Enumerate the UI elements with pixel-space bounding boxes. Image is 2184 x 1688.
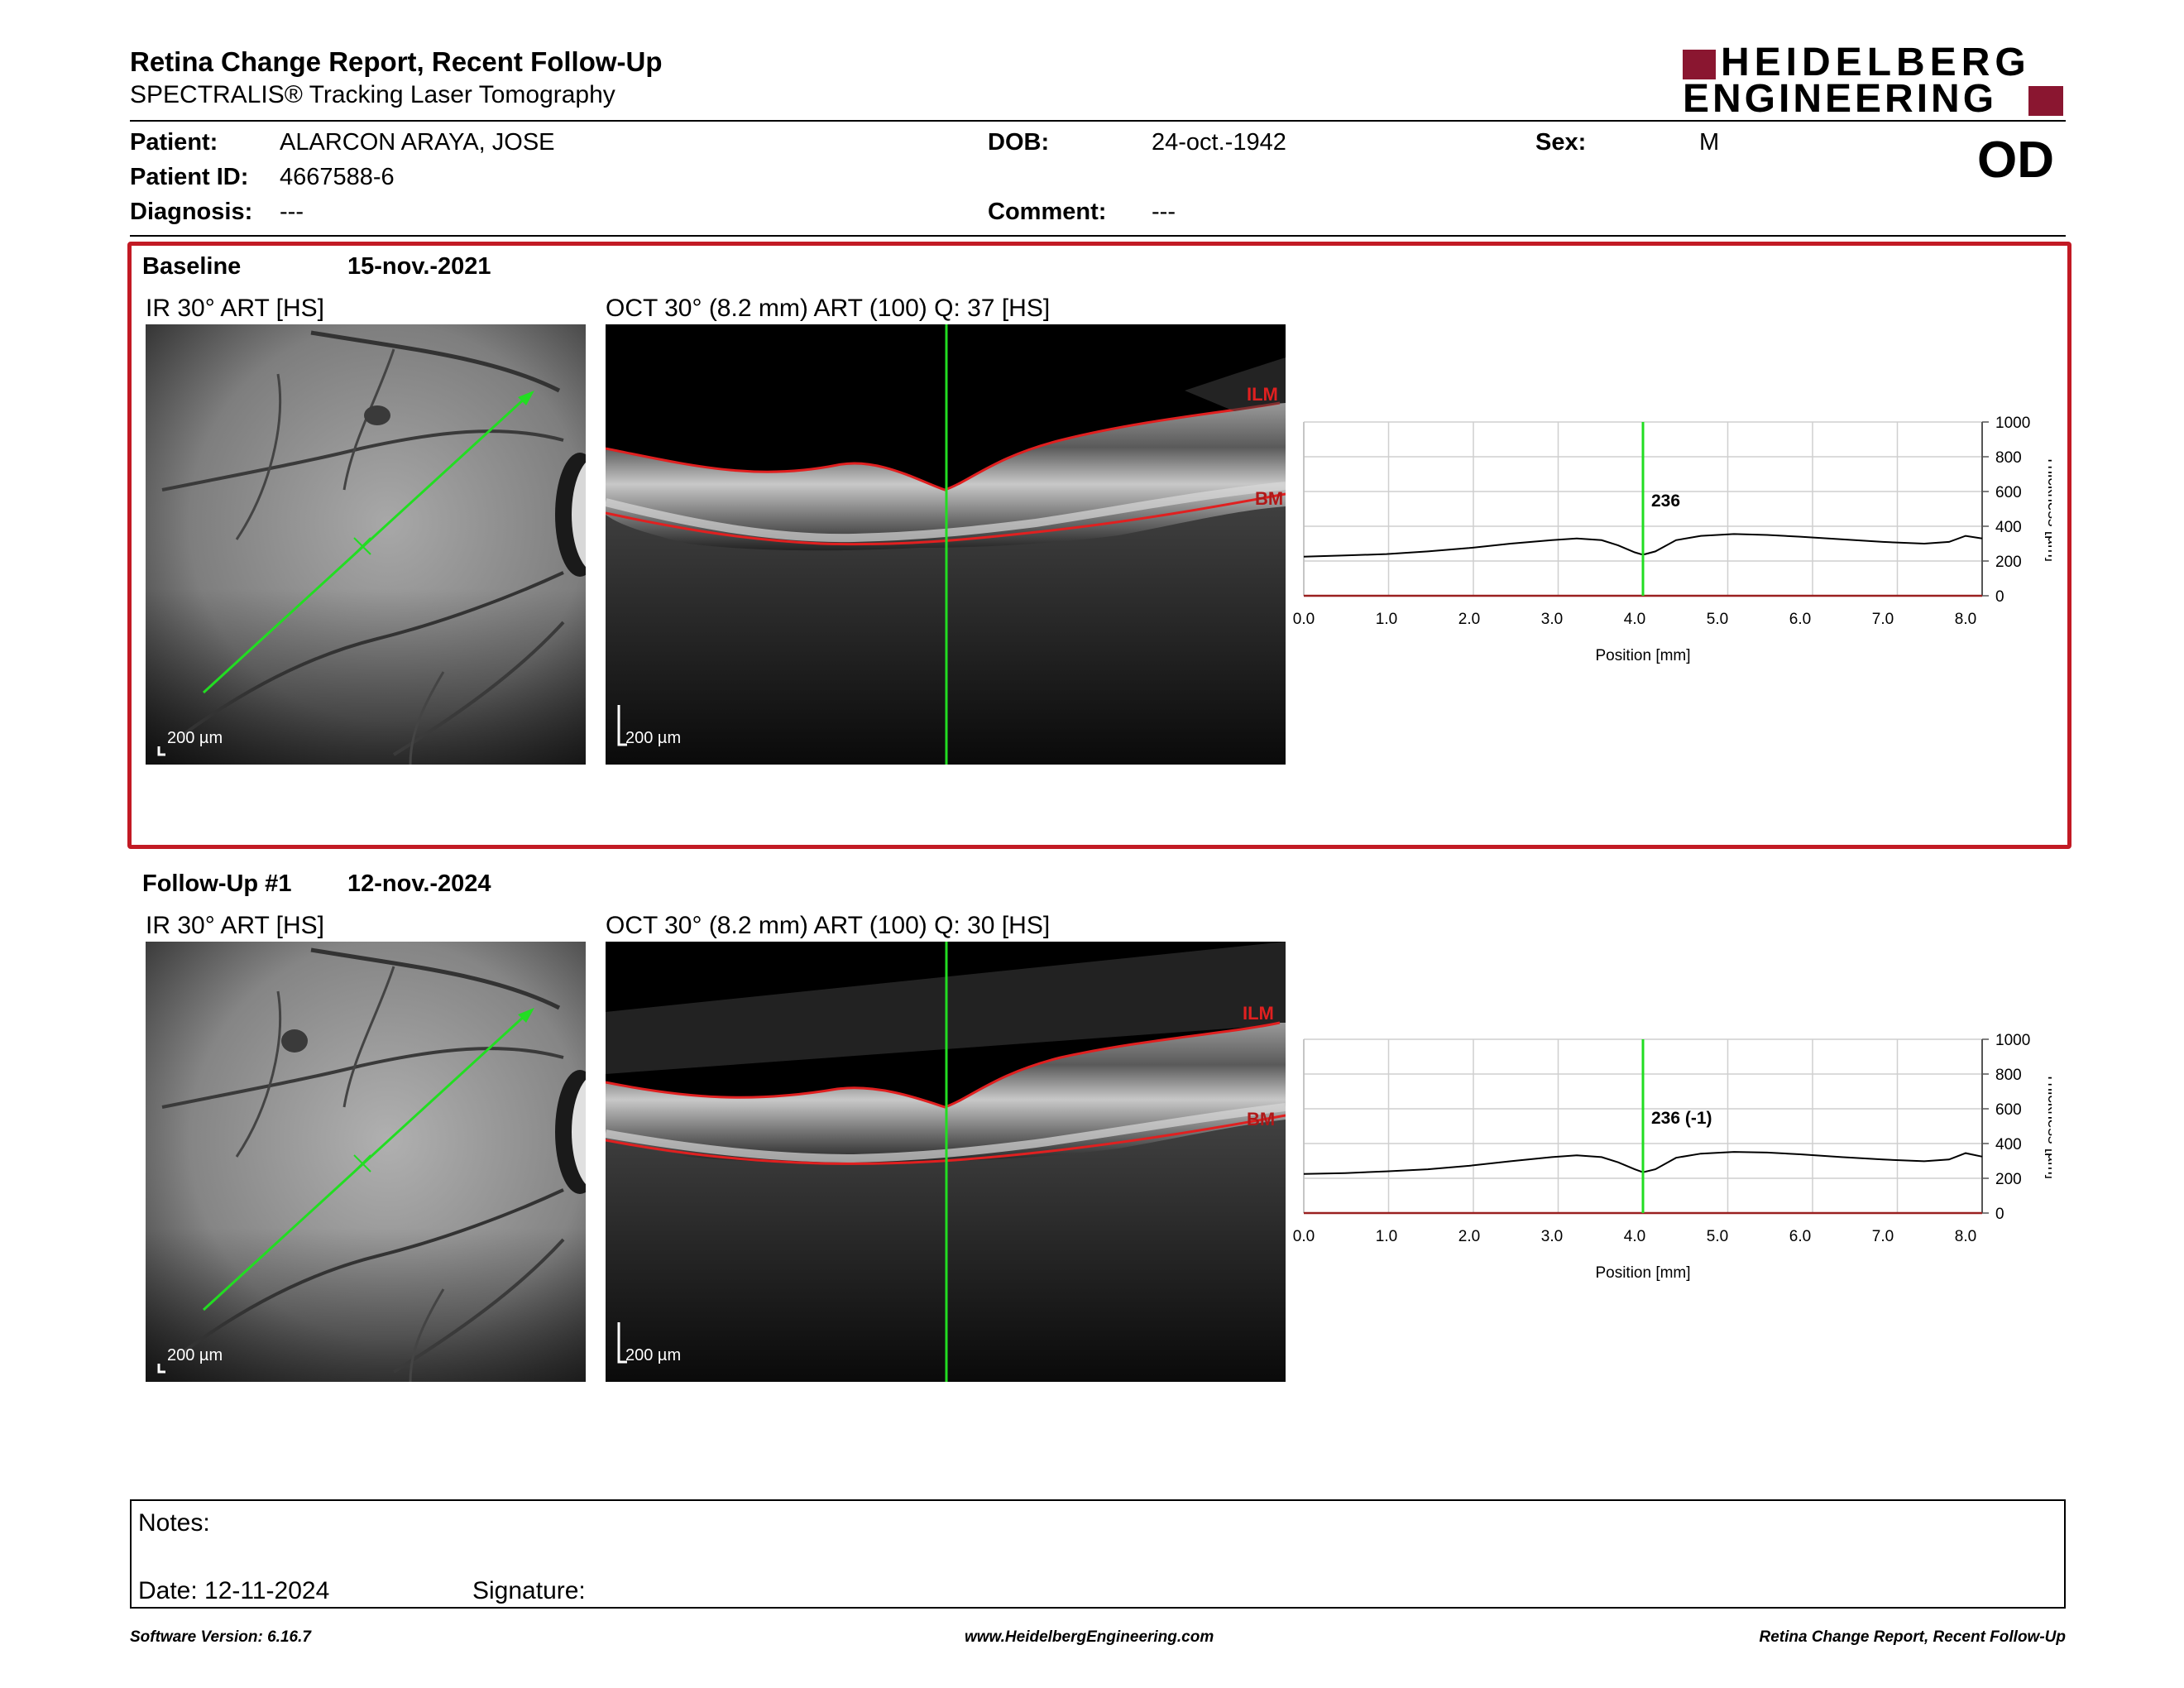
baseline-ir-fundus-image: 200 µm [146,324,586,765]
y-tick-label: 400 [1995,519,2022,536]
patient-label: Patient: [130,129,218,156]
logo-text-line2: ENGINEERING [1683,77,1998,121]
patient-divider [130,235,2066,237]
heidelberg-logo: HEIDELBERG ENGINEERING [1683,41,2063,121]
x-tick-label: 7.0 [1872,611,1894,628]
baseline-ir-scale: 200 µm [167,729,223,747]
baseline-bm-label: BM [1255,488,1283,509]
eye-indicator: OD [1977,132,2054,189]
comment-label: Comment: [988,199,1107,225]
followup-ir-scale: 200 µm [167,1346,223,1364]
x-tick-label: 8.0 [1955,611,1976,628]
x-tick-label: 5.0 [1707,1228,1728,1245]
followup-date: 12-nov.-2024 [347,870,491,897]
y-tick-label: 200 [1995,1171,2022,1188]
followup-ir-fundus-image: 200 µm [146,942,586,1382]
patient-id-label: Patient ID: [130,164,249,190]
x-tick-label: 6.0 [1789,1228,1811,1245]
x-tick-label: 8.0 [1955,1228,1976,1245]
marker-value-label: 236 [1651,492,1680,511]
followup-bm-label: BM [1247,1109,1275,1129]
date-label: Date: 12-11-2024 [138,1577,330,1604]
dob-label: DOB: [988,129,1050,156]
notes-label: Notes: [138,1509,210,1537]
thickness-series-line [1303,533,1983,558]
x-axis-label: Position [mm] [1595,1264,1690,1282]
y-axis-label: Thickness [µm] [2044,1073,2052,1179]
footer-report-name: Retina Change Report, Recent Follow-Up [1759,1628,2066,1646]
comment-value: --- [1152,199,1176,225]
baseline-oct-scale: 200 µm [625,729,681,747]
y-tick-label: 400 [1995,1136,2022,1153]
baseline-date: 15-nov.-2021 [347,253,491,280]
y-tick-label: 1000 [1995,1032,2030,1049]
followup-oct-title: OCT 30° (8.2 mm) ART (100) Q: 30 [HS] [606,912,1051,939]
x-tick-label: 4.0 [1624,1228,1645,1245]
baseline-panel-border [127,242,2071,849]
notes-box[interactable]: Notes: Date: 12-11-2024 Signature: [130,1499,2066,1609]
followup-oct-bscan-image: ILM BM 200 µm [606,942,1286,1382]
y-tick-label: 200 [1995,554,2022,571]
report-subtitle: SPECTRALIS® Tracking Laser Tomography [130,81,615,108]
y-tick-label: 0 [1995,1206,2004,1223]
baseline-oct-title: OCT 30° (8.2 mm) ART (100) Q: 37 [HS] [606,295,1051,322]
x-tick-label: 5.0 [1707,611,1728,628]
logo-square-icon [1683,50,1716,79]
signature-label: Signature: [472,1577,586,1604]
baseline-label: Baseline [142,253,242,280]
y-tick-label: 600 [1995,484,2022,501]
x-tick-label: 3.0 [1541,611,1563,628]
y-tick-label: 0 [1995,588,2004,606]
sex-value: M [1699,129,1720,156]
x-tick-label: 6.0 [1789,611,1811,628]
x-tick-label: 7.0 [1872,1228,1894,1245]
diagnosis-label: Diagnosis: [130,199,253,225]
x-tick-label: 2.0 [1458,1228,1480,1245]
baseline-ir-title: IR 30° ART [HS] [146,295,324,322]
x-tick-label: 0.0 [1293,1228,1315,1245]
followup-ir-title: IR 30° ART [HS] [146,912,324,939]
y-tick-label: 800 [1995,1067,2022,1084]
baseline-oct-bscan-image: ILM BM 200 µm [606,324,1286,765]
footer-software-version: Software Version: 6.16.7 [130,1628,311,1646]
marker-value-label: 236 (-1) [1651,1109,1712,1128]
y-axis-label: Thickness [µm] [2044,456,2052,562]
followup-thickness-chart: 0 200 400 600 800 1000 0.0 1.0 2.0 3.0 4.0 5.0 6.0 7.… [1293,1032,2052,1282]
patient-value: ALARCON ARAYA, JOSE [280,129,555,156]
baseline-ilm-label: ILM [1247,384,1278,405]
x-tick-label: 0.0 [1293,611,1315,628]
x-tick-label: 1.0 [1376,611,1397,628]
logo-square-icon [2028,86,2063,116]
thickness-series-line [1303,1151,1983,1175]
baseline-thickness-chart: 0 200 400 600 800 1000 0.0 1.0 2.0 3.0 4.0 5.0 6.0 7.… [1293,415,2052,664]
x-axis-label: Position [mm] [1595,647,1690,664]
diagnosis-value: --- [280,199,304,225]
followup-label: Follow-Up #1 [142,870,292,897]
x-tick-label: 1.0 [1376,1228,1397,1245]
report-title: Retina Change Report, Recent Follow-Up [130,46,663,77]
patient-id-value: 4667588-6 [280,164,395,190]
followup-ilm-label: ILM [1243,1003,1274,1024]
dob-value: 24-oct.-1942 [1152,129,1286,156]
y-tick-label: 600 [1995,1101,2022,1119]
header-divider [130,120,2066,122]
y-tick-label: 800 [1995,449,2022,467]
y-tick-label: 1000 [1995,415,2030,432]
logo-text-line1: HEIDELBERG [1721,41,2031,84]
x-tick-label: 2.0 [1458,611,1480,628]
x-tick-label: 4.0 [1624,611,1645,628]
x-tick-label: 3.0 [1541,1228,1563,1245]
footer-website-link[interactable]: www.HeidelbergEngineering.com [965,1628,1214,1646]
followup-oct-scale: 200 µm [625,1346,681,1364]
sex-label: Sex: [1535,129,1587,156]
